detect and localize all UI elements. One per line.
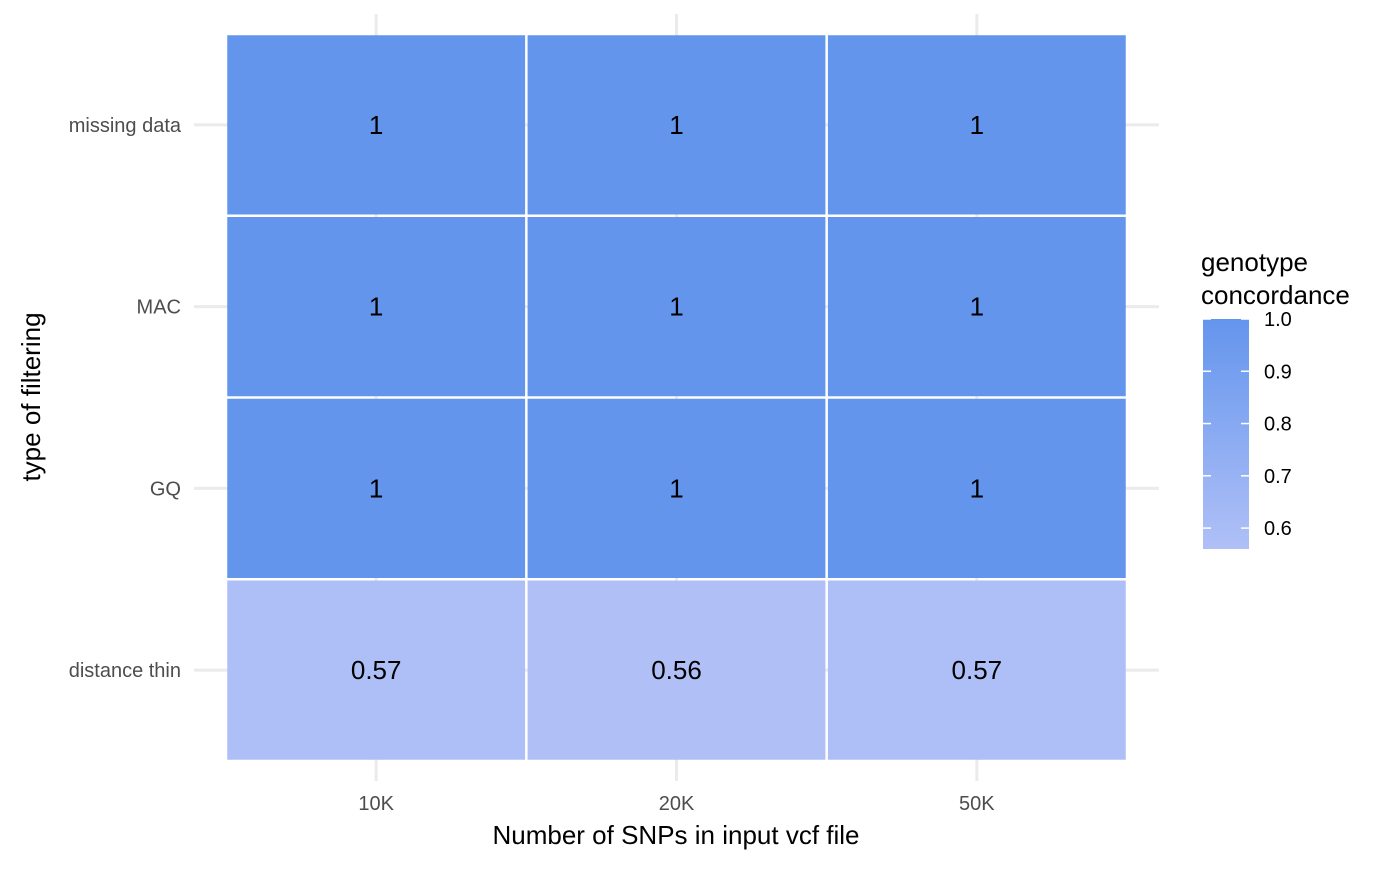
cell-value-label: 1 — [669, 110, 683, 140]
legend-color-bar — [1203, 319, 1249, 549]
y-tick-label: missing data — [69, 115, 182, 137]
heatmap-cell — [227, 217, 526, 397]
legend-title: concordance — [1201, 280, 1350, 310]
cell-value-label: 0.56 — [651, 655, 702, 685]
cell-value-label: 1 — [970, 110, 984, 140]
heatmap-cell — [827, 217, 1126, 397]
x-axis-title: Number of SNPs in input vcf file — [492, 820, 859, 850]
heatmap-cell — [527, 217, 826, 397]
heatmap-cell — [527, 580, 826, 760]
cell-value-label: 1 — [970, 292, 984, 322]
cell-value-label: 1 — [369, 110, 383, 140]
y-axis-title: type of filtering — [16, 312, 46, 481]
heatmap-cell — [827, 35, 1126, 215]
cell-value-label: 1 — [669, 473, 683, 503]
heatmap-cell — [527, 35, 826, 215]
cell-value-label: 1 — [369, 292, 383, 322]
y-tick-label: GQ — [150, 478, 181, 500]
x-tick-label: 10K — [358, 793, 394, 815]
legend-tick-label: 0.9 — [1264, 361, 1292, 383]
legend-title: genotype — [1201, 247, 1308, 277]
x-axis-ticks: 10K 20K 50K — [358, 793, 995, 815]
x-tick-label: 50K — [959, 793, 995, 815]
heatmap-cell — [827, 580, 1126, 760]
legend-tick-label: 0.7 — [1264, 466, 1292, 488]
y-tick-label: MAC — [137, 297, 181, 319]
cell-value-label: 0.57 — [351, 655, 402, 685]
x-tick-label: 20K — [659, 793, 695, 815]
cell-value-label: 1 — [369, 473, 383, 503]
heatmap-cell — [227, 35, 526, 215]
y-axis-ticks: missing data MAC GQ distance thin — [69, 115, 182, 682]
heatmap-cell — [227, 398, 526, 578]
heatmap-cells: 1 1 1 1 1 1 1 1 1 0.57 0.56 0.57 — [227, 35, 1126, 760]
legend-tick-label: 0.8 — [1264, 414, 1292, 436]
legend-tick-label: 1.0 — [1264, 309, 1292, 331]
heatmap-cell — [527, 398, 826, 578]
heatmap-cell — [227, 580, 526, 760]
y-tick-label: distance thin — [69, 660, 181, 682]
cell-value-label: 0.57 — [952, 655, 1003, 685]
cell-value-label: 1 — [669, 292, 683, 322]
legend-tick-label: 0.6 — [1264, 518, 1292, 540]
heatmap-cell — [827, 398, 1126, 578]
cell-value-label: 1 — [970, 473, 984, 503]
